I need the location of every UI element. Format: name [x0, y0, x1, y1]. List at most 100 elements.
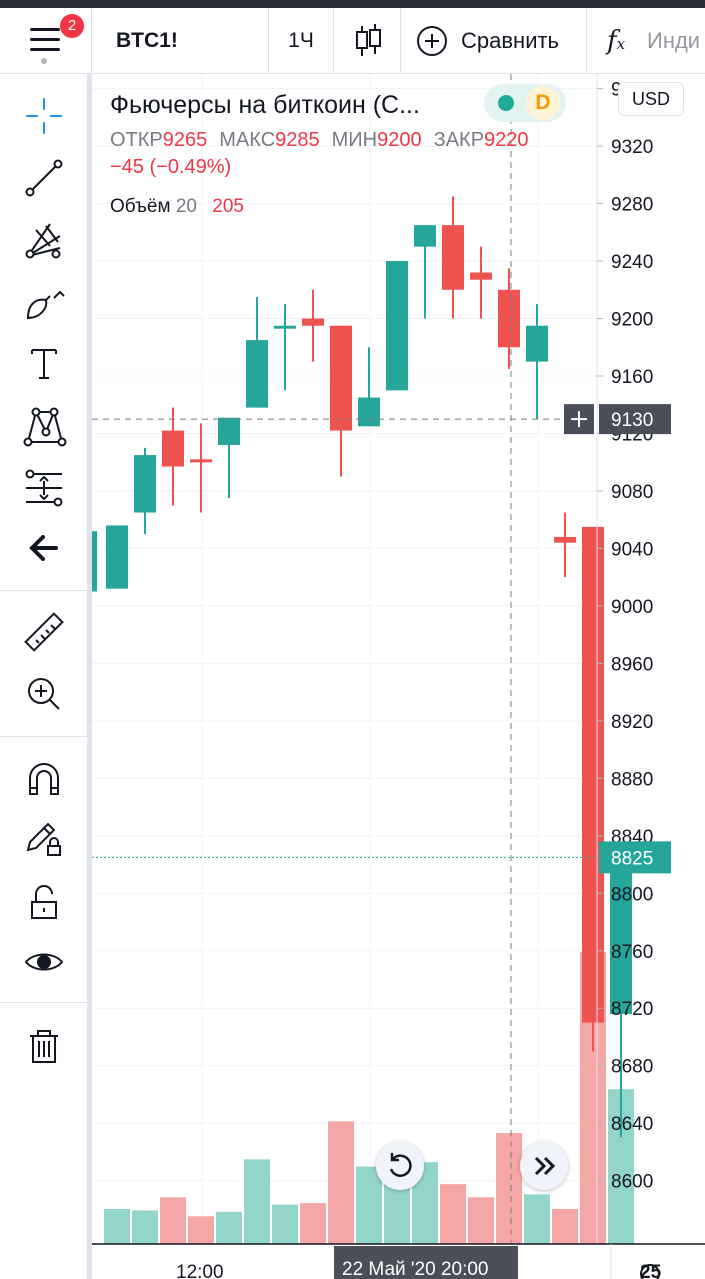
candle-body: [274, 325, 296, 329]
price-tick-label: 8880: [611, 769, 653, 790]
lock-tool[interactable]: [16, 874, 72, 930]
close-value: 9220: [484, 129, 529, 151]
trend-line-tool[interactable]: [16, 150, 72, 206]
candle-body: [190, 459, 212, 463]
chart-canvas[interactable]: 9360932092809240920091609120908090409000…: [92, 74, 705, 1279]
price-tick-label: 8720: [611, 999, 653, 1020]
last-price-label: 8825: [611, 848, 653, 869]
volume-bar: [440, 1184, 466, 1244]
text-icon: [31, 349, 57, 379]
status-bar: [0, 0, 705, 8]
reset-chart-button[interactable]: [376, 1142, 424, 1190]
volume-label: Объём: [110, 196, 171, 217]
market-status[interactable]: D: [484, 84, 566, 122]
price-tick-label: 9240: [611, 252, 653, 273]
delayed-data-badge: D: [526, 86, 560, 120]
time-tick-label: 12:00: [176, 1262, 224, 1279]
interval-button[interactable]: 1Ч: [269, 8, 334, 74]
volume-bar: [188, 1216, 214, 1244]
pattern-tool[interactable]: [16, 398, 72, 454]
symbol-button[interactable]: BTC1!: [92, 8, 269, 74]
price-tick-label: 9040: [611, 539, 653, 560]
lock-drawings-tool[interactable]: [16, 810, 72, 866]
change-value: −45 (−0.49%): [110, 156, 232, 178]
currency-badge[interactable]: USD: [618, 82, 684, 116]
long-position-tool[interactable]: [16, 460, 72, 516]
unlock-icon: [31, 885, 57, 919]
candles-icon: [356, 24, 381, 56]
candle-body: [218, 417, 240, 445]
brush-tool[interactable]: [16, 274, 72, 330]
low-value: 9200: [377, 129, 422, 151]
text-tool[interactable]: [16, 336, 72, 392]
crosshair-time-label-bg: [334, 1246, 518, 1279]
series-name[interactable]: Фьючерсы на биткоин (С...: [110, 91, 420, 119]
candle-body: [358, 397, 380, 427]
ohlc-values: ОТКР9265 МАКС9285 МИН9200 ЗАКР9220: [110, 126, 580, 154]
price-tick-label: 9200: [611, 310, 653, 331]
dot-indicator: [41, 58, 47, 64]
candle-body: [386, 261, 408, 391]
candle-body: [554, 536, 576, 543]
close-label: ЗАКР: [433, 129, 485, 151]
price-tick-label: 9000: [611, 597, 653, 618]
volume-bar: [552, 1208, 578, 1244]
volume-bar: [328, 1121, 354, 1244]
volume-bar: [524, 1194, 550, 1244]
trend-line-icon: [25, 159, 63, 197]
volume-legend[interactable]: Объём 20 205: [110, 194, 580, 220]
compare-button[interactable]: Сравнить: [401, 8, 587, 74]
top-toolbar: 2 BTC1! 1Ч Сравнить fx Инди: [0, 8, 705, 74]
notification-badge: 2: [60, 14, 84, 38]
menu-button[interactable]: 2: [0, 8, 92, 74]
volume-length: 20: [175, 196, 197, 217]
drawing-toolbar: [0, 74, 92, 1279]
fib-icon: [25, 223, 61, 259]
compare-label: Сравнить: [461, 28, 560, 53]
candle-body: [330, 325, 352, 431]
indicators-label: Инди: [647, 28, 701, 53]
price-tick-label: 8960: [611, 654, 653, 675]
chart-type-button[interactable]: [334, 8, 401, 74]
reset-icon: [389, 1153, 412, 1177]
volume-bar: [356, 1166, 382, 1244]
open-value: 9265: [162, 129, 208, 151]
indicators-button[interactable]: fx Инди: [587, 8, 705, 74]
zoom-tool[interactable]: [16, 666, 72, 722]
price-tick-label: 8600: [611, 1172, 653, 1193]
candle-body: [442, 225, 464, 290]
candle-body: [526, 325, 548, 362]
magnet-icon: [29, 763, 59, 795]
chart-area[interactable]: 9360932092809240920091609120908090409000…: [92, 74, 705, 1279]
price-tick-label: 9280: [611, 195, 653, 216]
settings-gear-icon[interactable]: [640, 1264, 660, 1279]
high-value: 9285: [275, 129, 320, 151]
magnet-tool[interactable]: [16, 750, 72, 806]
crosshair-icon: [26, 98, 62, 134]
visibility-tool[interactable]: [16, 934, 72, 990]
volume-bar: [244, 1159, 270, 1244]
ruler-tool[interactable]: [16, 604, 72, 660]
trash-icon: [30, 1030, 58, 1063]
volume-bar: [216, 1211, 242, 1244]
toolbar-separator: [0, 1002, 87, 1003]
candle-body: [302, 318, 324, 326]
price-tick-label: 8920: [611, 712, 653, 733]
candle-body: [610, 857, 632, 1014]
price-tick-label: 8760: [611, 942, 653, 963]
eye-icon: [24, 953, 64, 971]
candle-body: [162, 430, 184, 467]
back-arrow-tool[interactable]: [16, 520, 72, 576]
candle-body: [246, 340, 268, 408]
open-label: ОТКР: [110, 129, 163, 151]
toolbar-separator: [0, 736, 87, 737]
crosshair-price-label: 9130: [611, 410, 653, 431]
crosshair-tool[interactable]: [16, 88, 72, 144]
price-tick-label: 8680: [611, 1057, 653, 1078]
lock-drawing-icon: [26, 822, 61, 856]
pattern-icon: [23, 407, 67, 447]
remove-drawings-tool[interactable]: [16, 1018, 72, 1074]
scroll-to-realtime-button[interactable]: [520, 1142, 568, 1190]
fib-tool[interactable]: [16, 212, 72, 268]
volume-bar: [132, 1210, 158, 1244]
